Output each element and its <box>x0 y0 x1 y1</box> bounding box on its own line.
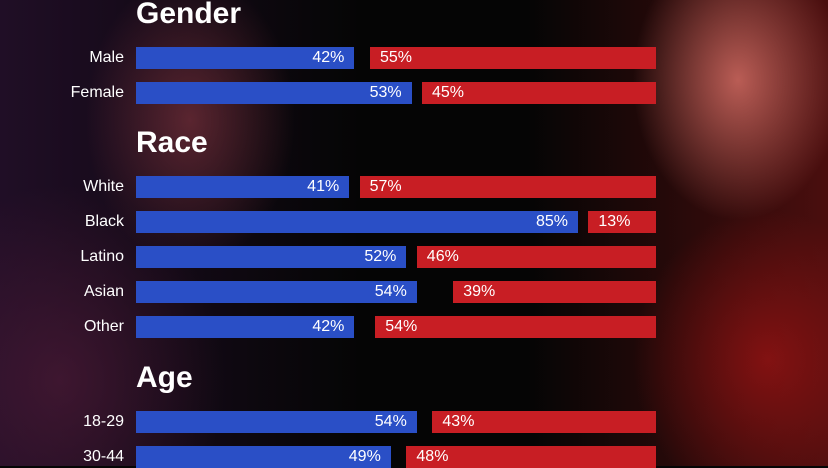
rep-bar <box>422 82 656 104</box>
rep-value-label: 13% <box>598 213 631 230</box>
dem-value-label: 49% <box>348 448 381 465</box>
section-title: Race <box>136 126 208 159</box>
row-label: Male <box>89 49 124 66</box>
dem-bar <box>136 211 578 233</box>
rep-bar <box>406 446 656 468</box>
dem-bar <box>136 47 355 69</box>
rep-bar <box>453 281 656 303</box>
dem-value-label: 41% <box>307 178 340 195</box>
rep-value-label: 39% <box>463 283 496 300</box>
row-label: Latino <box>80 248 124 265</box>
rep-value-label: 57% <box>369 178 402 195</box>
rep-bar <box>375 316 656 338</box>
rep-value-label: 54% <box>385 318 418 335</box>
rep-value-label: 48% <box>416 448 449 465</box>
dem-bar <box>136 82 412 104</box>
row-label: Female <box>70 84 124 101</box>
dem-value-label: 53% <box>369 84 402 101</box>
rep-bar <box>588 211 656 233</box>
dem-bar <box>136 316 355 338</box>
dem-value-label: 54% <box>374 413 407 430</box>
dem-bar <box>136 281 417 303</box>
right-portrait-background <box>528 0 828 466</box>
left-portrait-background <box>0 0 360 466</box>
dem-value-label: 42% <box>312 49 345 66</box>
rep-bar <box>359 176 656 198</box>
rep-bar <box>370 47 656 69</box>
row-label: White <box>83 178 124 195</box>
dem-value-label: 42% <box>312 318 345 335</box>
row-label: 30-44 <box>83 448 124 465</box>
rep-bar <box>416 246 656 268</box>
section-title: Age <box>136 361 193 394</box>
dem-value-label: 85% <box>535 213 568 230</box>
rep-value-label: 46% <box>426 248 459 265</box>
dem-bar <box>136 246 407 268</box>
section-title: Gender <box>136 0 242 30</box>
rep-bar <box>432 411 656 433</box>
rep-value-label: 45% <box>432 84 465 101</box>
rep-value-label: 43% <box>442 413 475 430</box>
rep-value-label: 55% <box>380 49 413 66</box>
row-label: Black <box>84 213 124 230</box>
dem-bar <box>136 411 417 433</box>
dem-bar <box>136 176 350 198</box>
row-label: Other <box>83 318 124 335</box>
dem-bar <box>136 446 391 468</box>
row-label: 18-29 <box>83 413 124 430</box>
dem-value-label: 52% <box>364 248 397 265</box>
row-label: Asian <box>83 283 124 300</box>
dem-value-label: 54% <box>374 283 407 300</box>
